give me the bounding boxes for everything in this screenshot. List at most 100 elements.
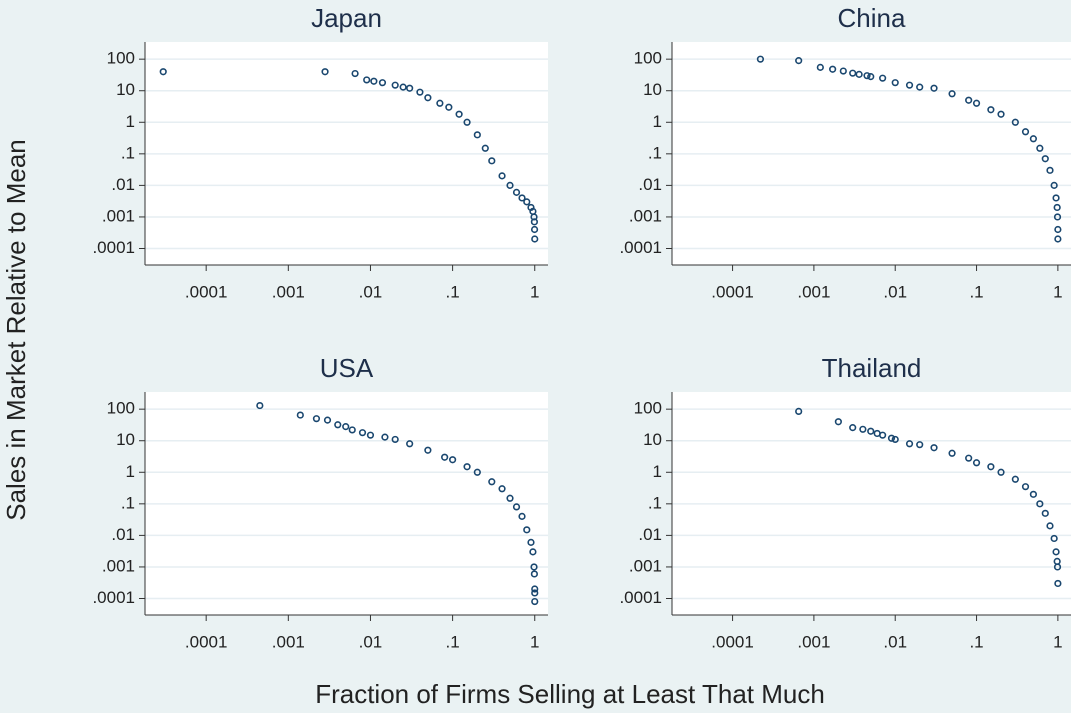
y-tick-label: .1 [648, 493, 662, 512]
x-tick-label: .01 [359, 632, 383, 651]
y-tick-label: 100 [634, 399, 662, 418]
point [1021, 483, 1030, 491]
point [867, 427, 875, 435]
y-tick-label: 10 [643, 80, 662, 99]
y-tick-label: 100 [107, 49, 135, 68]
point [351, 69, 359, 78]
y-tick-label: .001 [102, 206, 135, 225]
point [455, 110, 463, 118]
point [1011, 475, 1019, 483]
point [1053, 563, 1062, 571]
point [296, 411, 304, 419]
point [965, 96, 973, 104]
panel-title: USA [320, 353, 374, 383]
point [463, 118, 471, 126]
point [530, 563, 538, 571]
point [987, 463, 995, 471]
x-tick-label: .01 [883, 282, 907, 301]
point [916, 441, 924, 449]
point [530, 218, 538, 226]
point [488, 157, 496, 165]
point [1041, 509, 1049, 517]
point [323, 416, 332, 424]
point [512, 503, 521, 511]
y-tick-label: .001 [629, 206, 662, 225]
point [523, 198, 531, 206]
point [424, 94, 432, 102]
y-tick-label: .01 [111, 175, 135, 194]
panel-title: Japan [311, 3, 382, 33]
point [506, 181, 514, 189]
point [1041, 155, 1049, 163]
x-tick-label: .1 [446, 282, 460, 301]
point [855, 70, 863, 78]
y-tick-label: .1 [121, 143, 135, 162]
point [159, 68, 167, 76]
x-tick-label: .001 [797, 632, 830, 651]
point [987, 106, 995, 114]
point [1011, 118, 1019, 126]
y-tick-label: .0001 [619, 238, 662, 257]
y-tick-label: 1 [653, 112, 662, 131]
point [839, 67, 847, 75]
x-tick-label: .0001 [185, 282, 228, 301]
point [416, 88, 424, 96]
point [795, 407, 803, 415]
point [879, 431, 887, 439]
point [948, 449, 956, 457]
point [972, 459, 981, 467]
point [481, 144, 489, 152]
point [391, 435, 399, 444]
x-tick-label: .01 [359, 282, 383, 301]
point [531, 235, 539, 243]
y-tick-label: .0001 [619, 588, 662, 607]
x-tick-label: 1 [1053, 632, 1062, 651]
point [891, 435, 899, 444]
point [363, 76, 371, 84]
point [348, 426, 356, 434]
point [997, 468, 1005, 476]
point [1053, 203, 1061, 212]
y-tick-label: 1 [126, 462, 135, 481]
point [1029, 135, 1037, 143]
point [531, 597, 539, 606]
point [424, 446, 432, 454]
x-tick-label: .1 [969, 282, 983, 301]
point [867, 73, 875, 81]
point [378, 79, 387, 87]
y-tick-label: .0001 [92, 238, 135, 257]
y-tick-label: 10 [116, 430, 135, 449]
point [795, 57, 803, 65]
point [1053, 213, 1062, 221]
point [1054, 225, 1062, 234]
point [358, 429, 367, 437]
point [1054, 579, 1062, 588]
y-tick-label: .01 [638, 525, 662, 544]
point [463, 463, 471, 471]
point [834, 418, 842, 426]
x-tick-label: .1 [446, 632, 460, 651]
y-tick-label: .0001 [92, 588, 135, 607]
point [506, 494, 514, 502]
point [1050, 534, 1058, 543]
point [334, 421, 342, 429]
point [381, 433, 389, 441]
point [529, 548, 537, 556]
point [436, 99, 444, 107]
panel-title: Thailand [822, 353, 922, 383]
point [512, 188, 521, 196]
point [321, 68, 329, 76]
point [972, 99, 981, 107]
point [473, 468, 481, 476]
point [473, 131, 481, 139]
x-tick-label: .0001 [711, 282, 754, 301]
point [879, 74, 887, 82]
x-tick-label: .1 [969, 632, 983, 651]
y-tick-label: 100 [107, 399, 135, 418]
point [391, 81, 399, 89]
point [816, 63, 824, 71]
point [441, 453, 449, 461]
x-tick-label: 1 [1053, 282, 1062, 301]
x-tick-label: .0001 [711, 632, 754, 651]
point [905, 81, 914, 89]
